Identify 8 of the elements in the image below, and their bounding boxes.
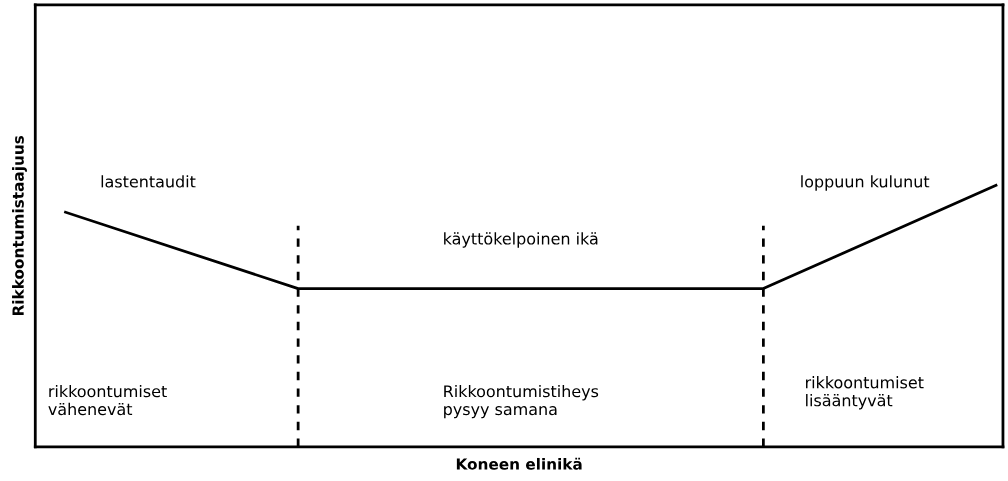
annotation: rikkoontumiset vähenevät (48, 384, 167, 416)
y-axis-title: Rikkoontumistaajuus (12, 135, 27, 316)
x-axis-title: Koneen elinikä (456, 457, 582, 470)
annotation: loppuun kulunut (801, 175, 930, 191)
annotation: Rikkoontumistiheys pysyy samana (444, 384, 599, 419)
annotation: rikkoontumiset lisääntyvät (806, 376, 924, 410)
annotation: käyttökelpoinen ikä (444, 232, 598, 248)
annotation: lastentaudit (101, 175, 196, 188)
